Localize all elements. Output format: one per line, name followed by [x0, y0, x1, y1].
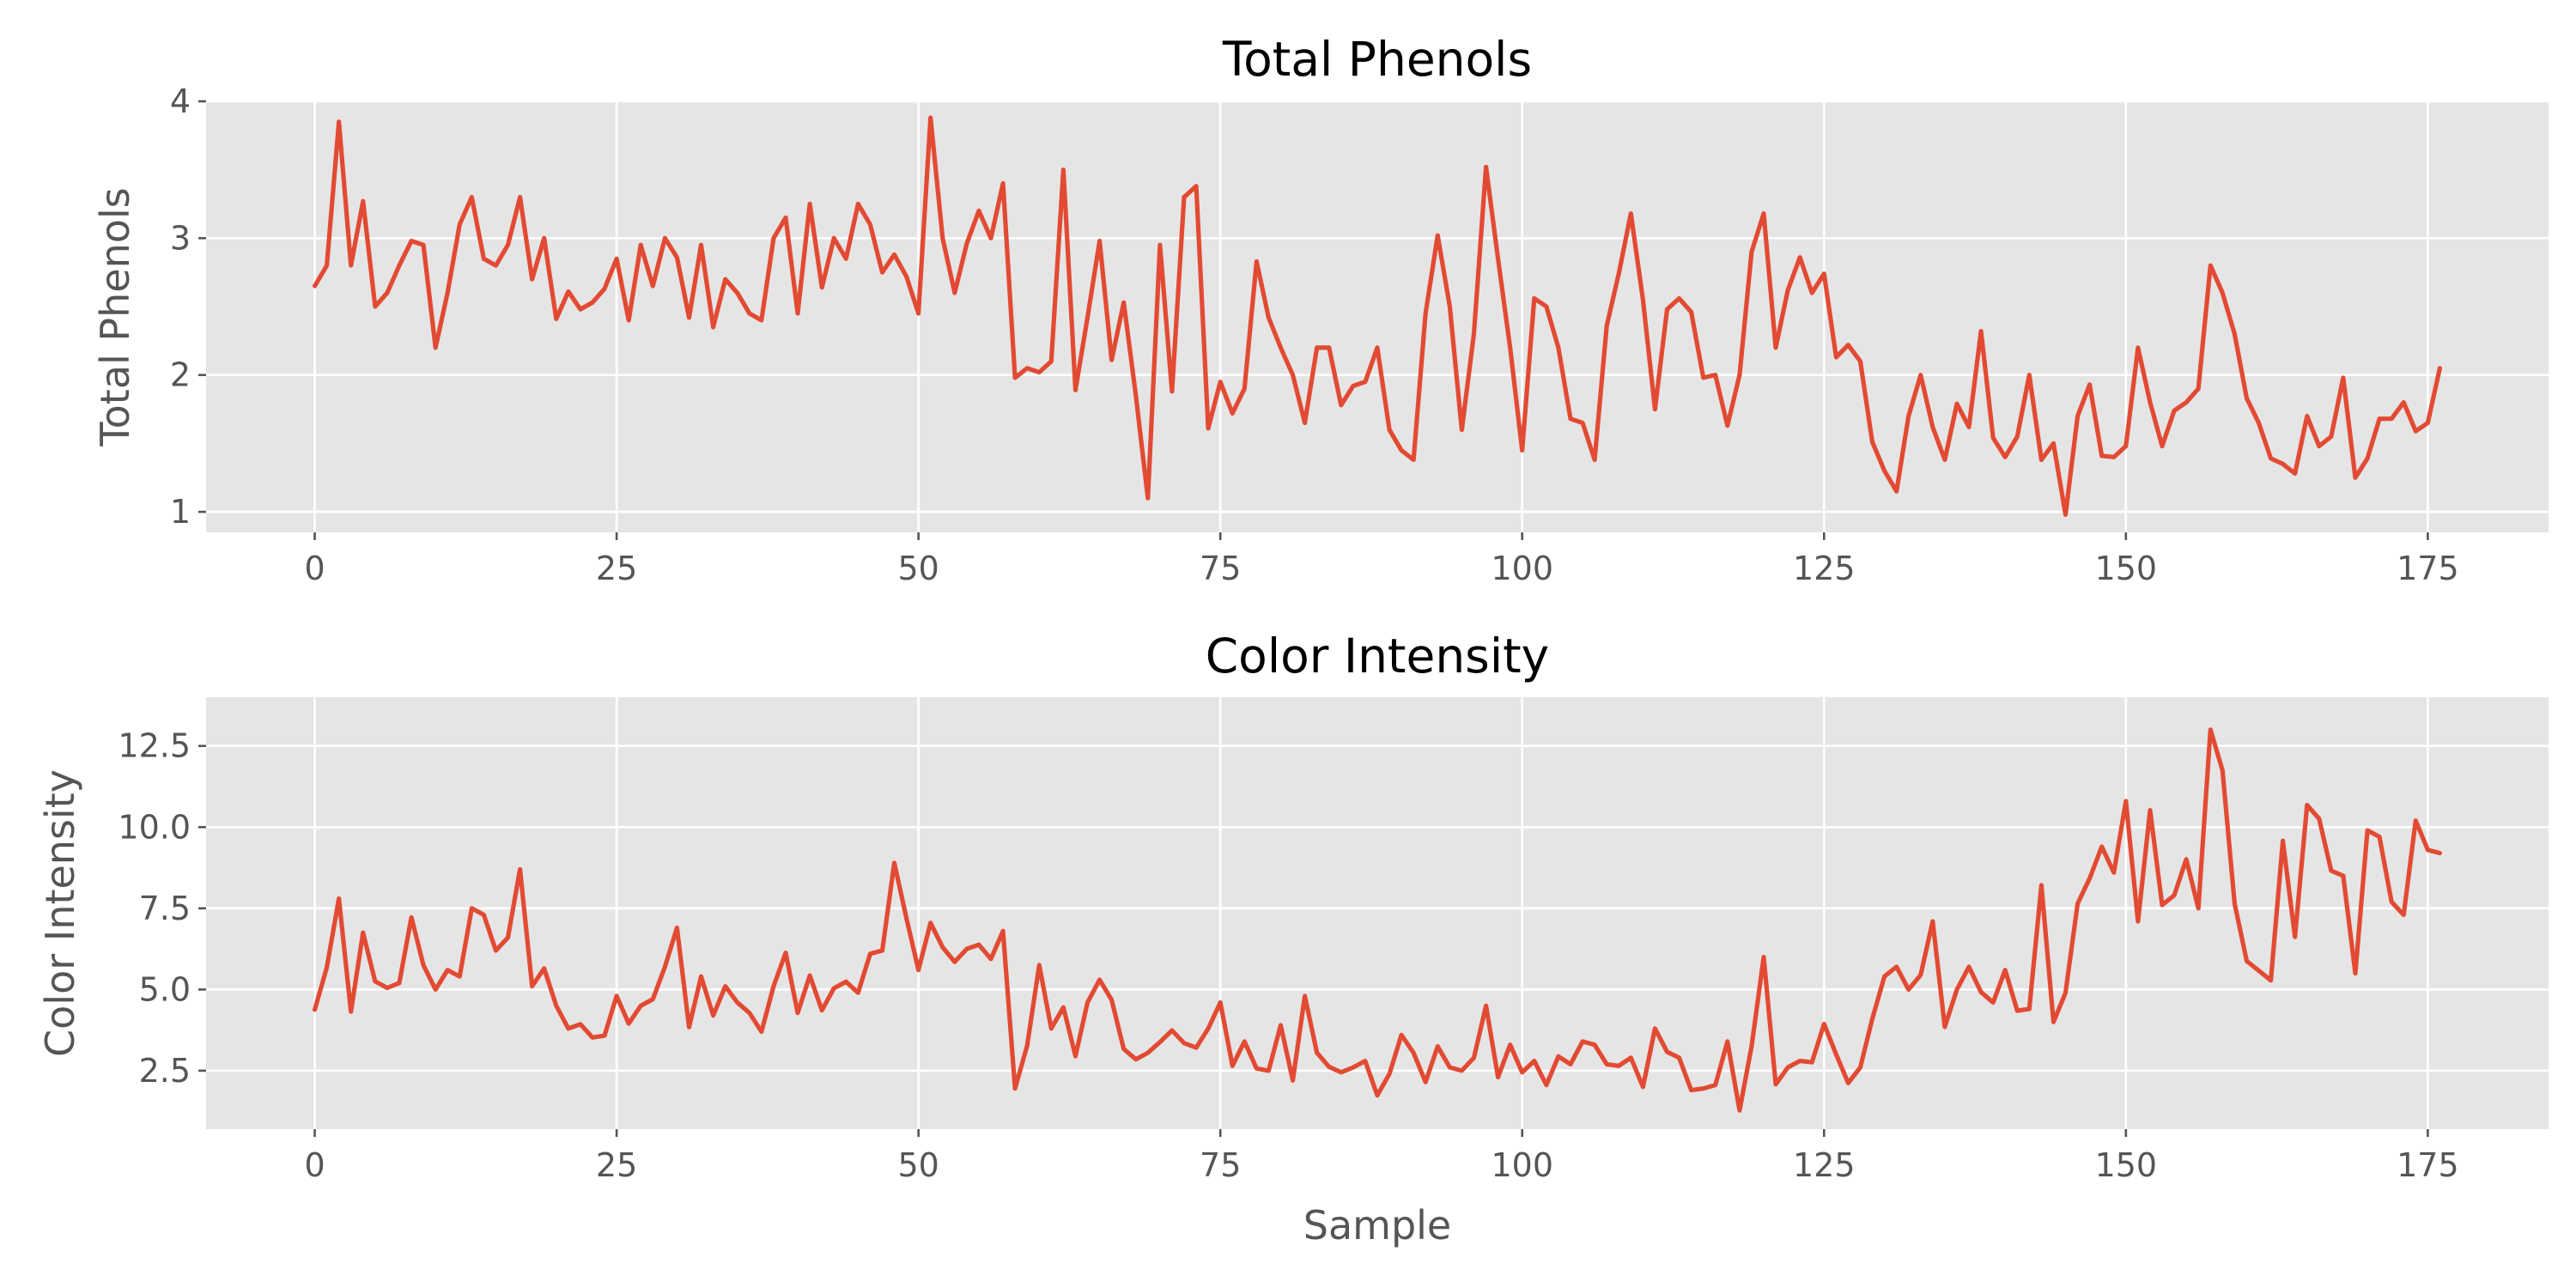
y-tick-label: 12.5 [118, 727, 191, 765]
x-tick-label: 150 [2095, 550, 2158, 587]
x-tick-label: 25 [596, 1146, 637, 1184]
total-phenols-panel: 0 25 50 75 100 125 150 175 1 2 3 4 Total Phenols To… [92, 32, 2549, 587]
series-lines [313, 115, 2442, 517]
x-tick-label: 100 [1491, 550, 1553, 587]
y-tick-label: 2.5 [139, 1052, 191, 1090]
plot-area [206, 101, 2549, 532]
x-tick-label: 0 [304, 1146, 325, 1184]
x-tick-label: 0 [304, 550, 325, 587]
x-tick-label: 100 [1491, 1146, 1553, 1184]
axis-ticks: 0 25 50 75 100 125 150 175 2.5 5.0 7.5 10.0 12.5 [118, 727, 2458, 1184]
x-tick-label: 150 [2095, 1146, 2158, 1184]
y-tick-label: 1 [170, 493, 191, 531]
color-intensity-panel: 0 25 50 75 100 125 150 175 2.5 5.0 7.5 10.0 12.5 Col… [37, 629, 2549, 1249]
y-tick-label: 4 [170, 82, 191, 120]
series-lines [313, 727, 2442, 1113]
series-line [313, 115, 2442, 517]
y-axis-label: Total Phenols [92, 187, 138, 447]
x-tick-label: 125 [1793, 1146, 1856, 1184]
y-tick-label: 5.0 [139, 970, 191, 1008]
y-tick-label: 3 [170, 219, 191, 257]
chart-title: Color Intensity [1206, 629, 1549, 683]
x-tick-label: 175 [2397, 1146, 2459, 1184]
axis-ticks: 0 25 50 75 100 125 150 175 1 2 3 4 [170, 82, 2459, 587]
x-tick-label: 50 [897, 550, 939, 587]
x-tick-label: 175 [2397, 550, 2459, 587]
y-axis-label: Color Intensity [37, 769, 83, 1057]
x-tick-label: 75 [1200, 550, 1241, 587]
y-tick-label: 10.0 [118, 808, 191, 846]
x-tick-label: 75 [1200, 1146, 1241, 1184]
x-tick-label: 50 [897, 1146, 939, 1184]
y-tick-label: 2 [170, 356, 191, 394]
x-axis-label: Sample [1303, 1202, 1451, 1249]
series-line [313, 727, 2442, 1113]
chart-title: Total Phenols [1222, 32, 1532, 87]
x-tick-label: 25 [596, 550, 637, 587]
gridlines [206, 697, 2549, 1129]
x-tick-label: 125 [1793, 550, 1856, 587]
y-tick-label: 7.5 [139, 890, 191, 927]
plot-area [206, 697, 2549, 1129]
gridlines [206, 100, 2549, 532]
